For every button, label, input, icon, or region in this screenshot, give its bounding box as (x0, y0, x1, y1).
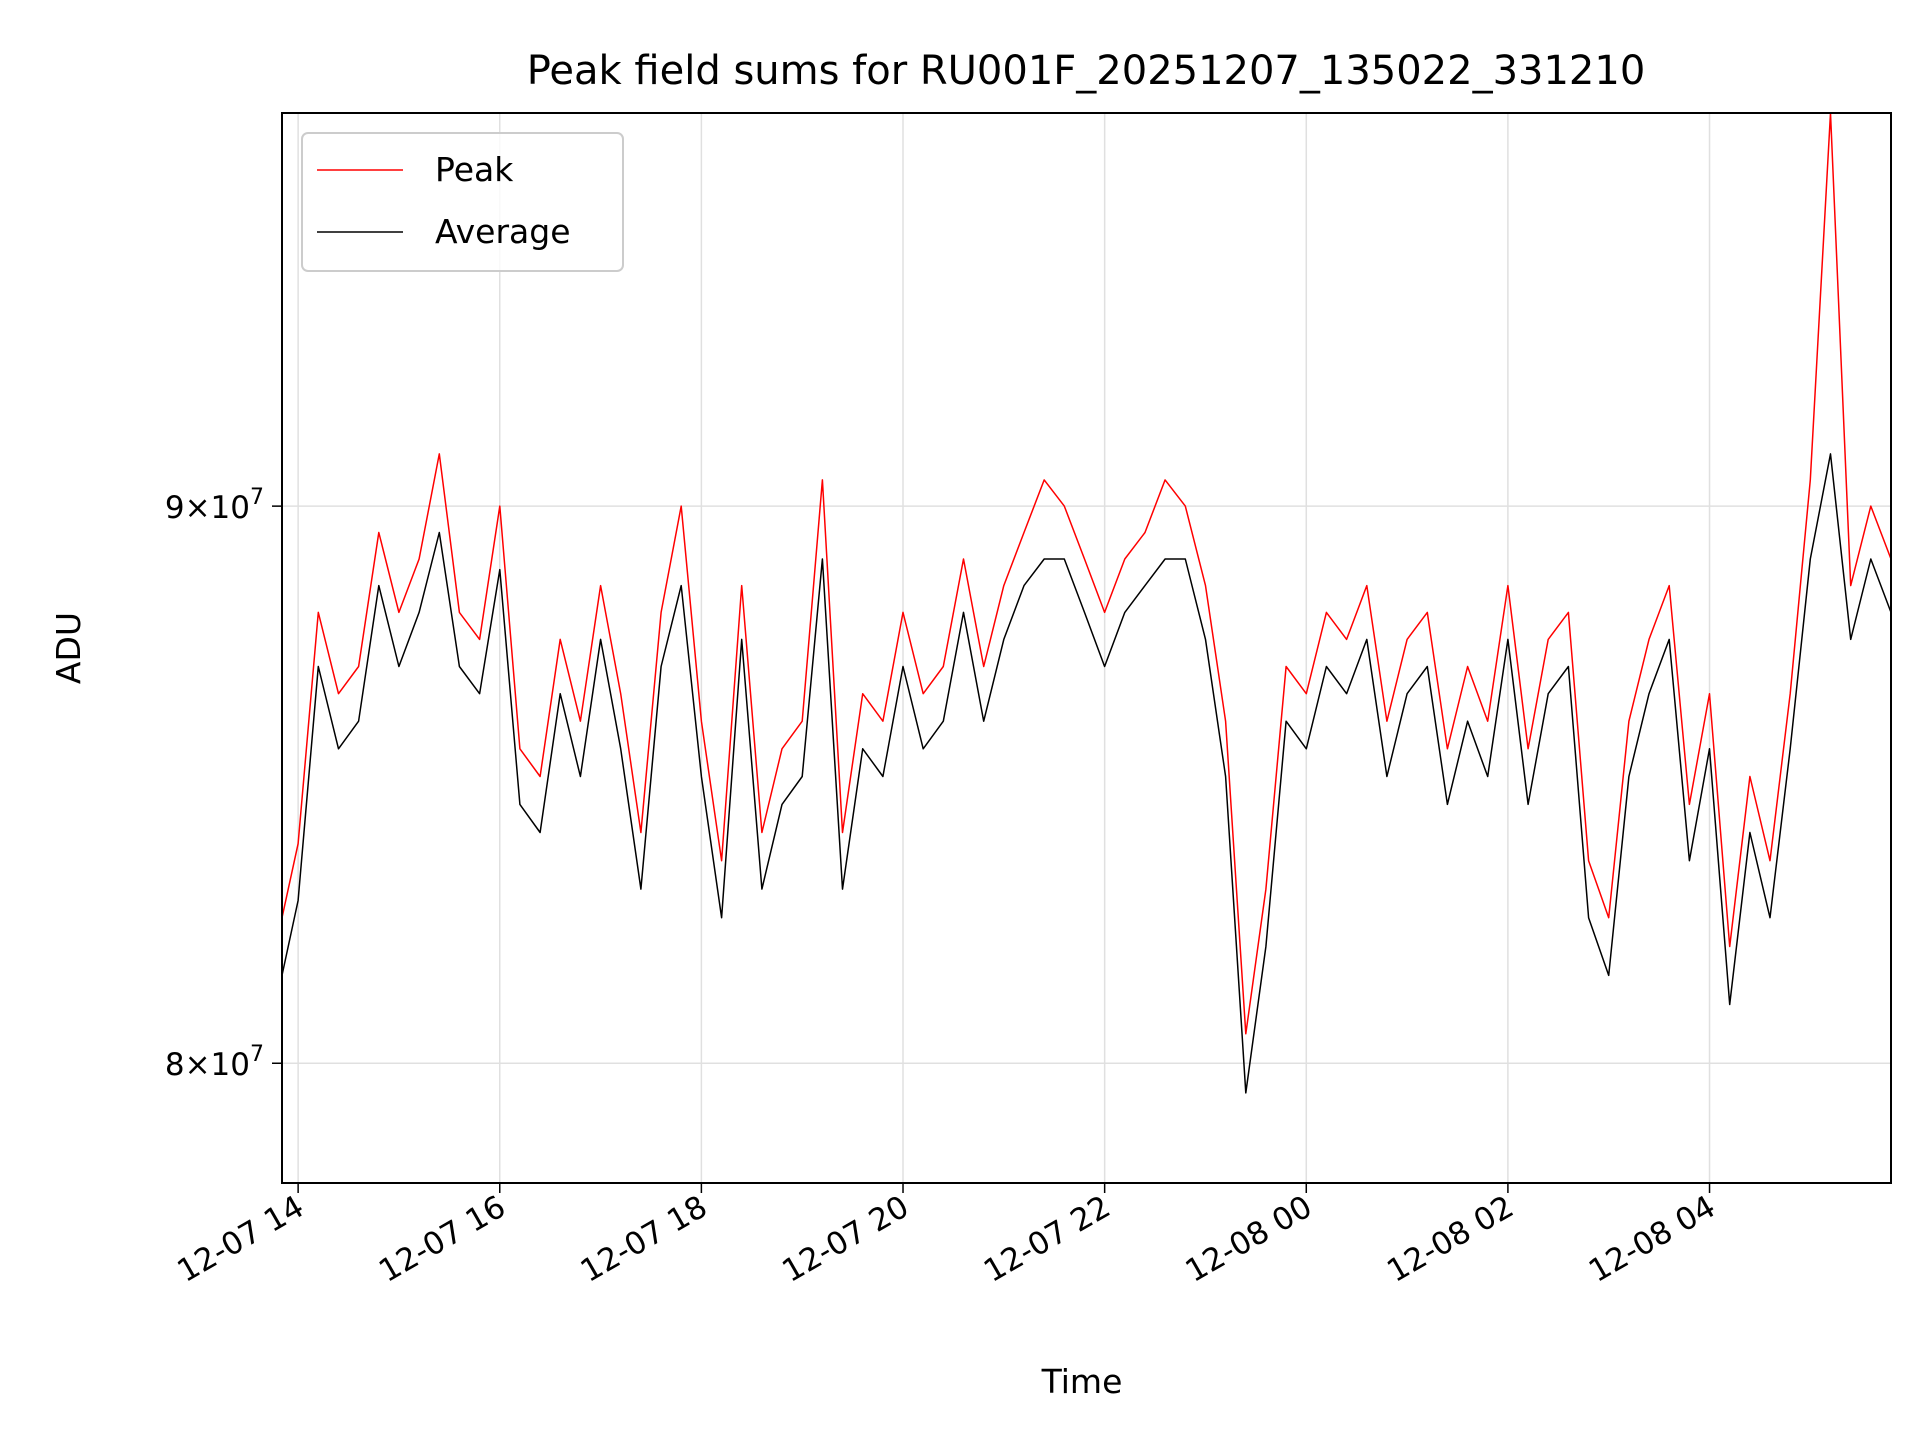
x-axis-label: Time (1041, 1362, 1123, 1401)
legend: Peak Average (301, 132, 624, 272)
y-tick-label: 8×107 (165, 1042, 264, 1083)
series-line-peak (281, 112, 1892, 1035)
y-tick-label: 9×107 (165, 485, 264, 526)
chart-title: Peak field sums for RU001F_20251207_1350… (527, 48, 1646, 94)
legend-box (301, 132, 624, 272)
y-axis-ticks: 8×107 9×107 (165, 485, 282, 1083)
y-axis-label: ADU (49, 612, 88, 684)
legend-peak-label: Peak (435, 150, 514, 189)
legend-average-label: Average (435, 212, 571, 251)
series-lines (281, 112, 1892, 1094)
grid-lines (282, 113, 1891, 1183)
plot-frame (281, 112, 1892, 1184)
series-line-average (281, 453, 1892, 1094)
